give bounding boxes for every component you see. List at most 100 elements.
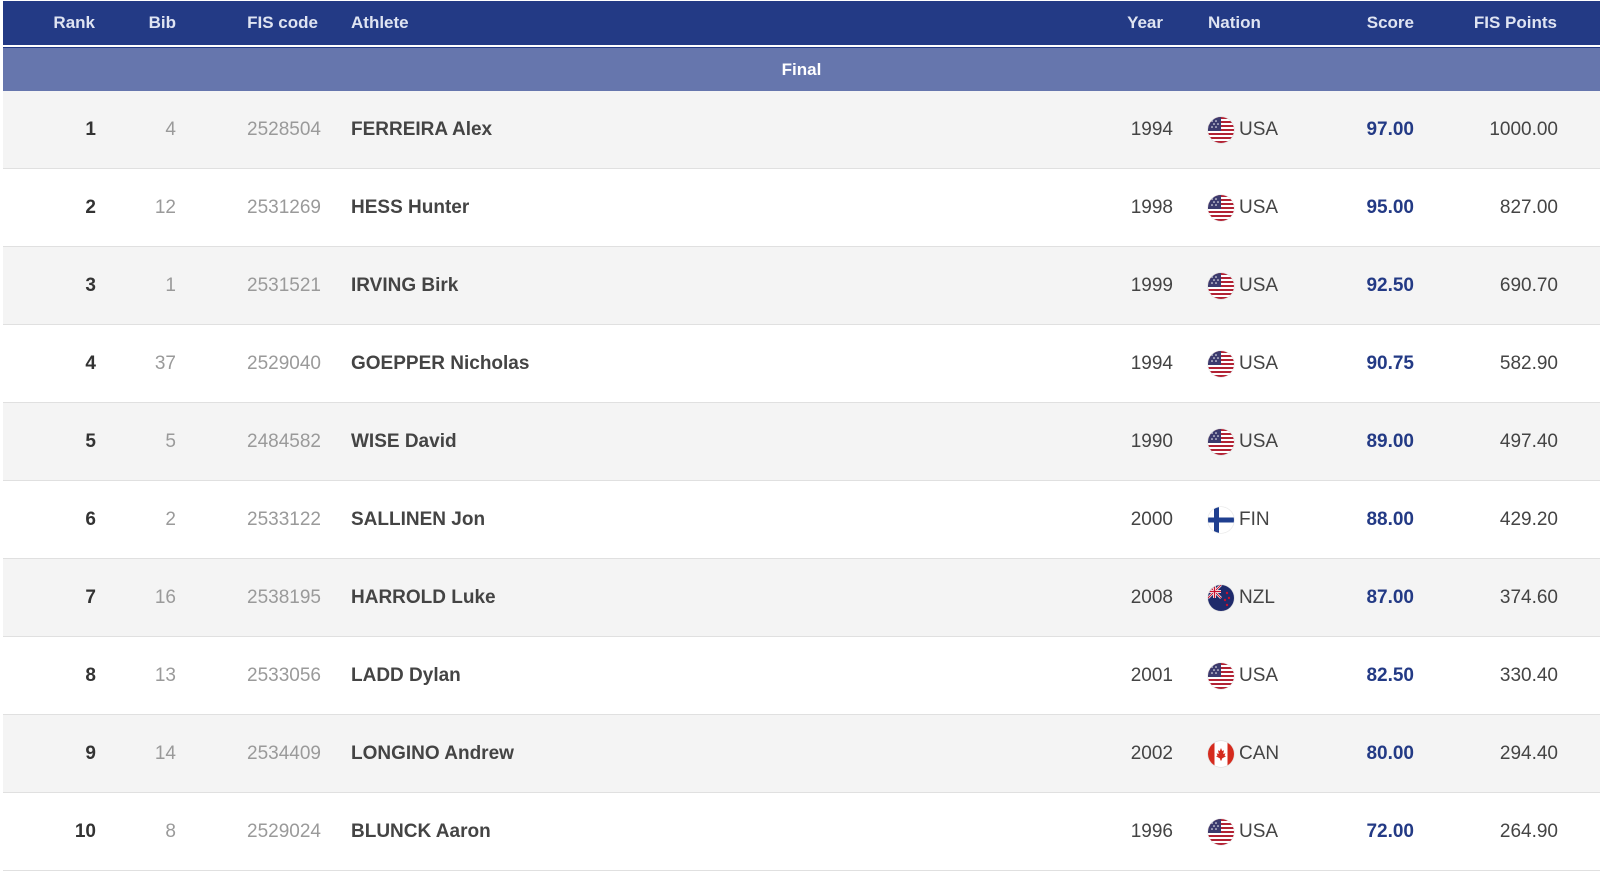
header-divider bbox=[3, 45, 1600, 47]
bib-cell: 5 bbox=[165, 430, 176, 452]
year-cell: 1994 bbox=[1130, 118, 1173, 140]
score-cell: 97.00 bbox=[1366, 118, 1414, 140]
table-row[interactable]: 3 1 2531521 IRVING Birk 1999 USA 92.50 6… bbox=[3, 247, 1600, 325]
fis-code-cell: 2531269 bbox=[247, 196, 321, 218]
fis-code-cell: 2484582 bbox=[247, 430, 321, 452]
rank-cell: 9 bbox=[85, 742, 96, 764]
header-athlete[interactable]: Athlete bbox=[351, 13, 409, 32]
rank-cell: 8 bbox=[85, 664, 96, 686]
score-cell: 82.50 bbox=[1366, 664, 1414, 686]
table-row[interactable]: 2 12 2531269 HESS Hunter 1998 USA 95.00 … bbox=[3, 169, 1600, 247]
section-final: Final bbox=[3, 48, 1600, 91]
usa-flag-icon bbox=[1208, 428, 1234, 455]
nation-code: FIN bbox=[1239, 508, 1270, 530]
athlete-name-link[interactable]: SALLINEN Jon bbox=[351, 508, 486, 530]
nation-cell: NZL bbox=[1208, 559, 1328, 636]
nation-code: USA bbox=[1239, 352, 1279, 374]
athlete-name-link[interactable]: GOEPPER Nicholas bbox=[351, 352, 530, 374]
fis-points-cell: 374.60 bbox=[1499, 586, 1558, 608]
bib-cell: 8 bbox=[165, 820, 176, 842]
nation-cell: USA bbox=[1208, 793, 1328, 870]
nation-cell: USA bbox=[1208, 403, 1328, 480]
fis-points-cell: 294.40 bbox=[1499, 742, 1558, 764]
table-row[interactable]: 8 13 2533056 LADD Dylan 2001 USA 82.50 3… bbox=[3, 637, 1600, 715]
table-row[interactable]: 10 8 2529024 BLUNCK Aaron 1996 USA 72.00… bbox=[3, 793, 1600, 871]
fis-points-cell: 497.40 bbox=[1499, 430, 1558, 452]
year-cell: 2002 bbox=[1130, 742, 1173, 764]
usa-flag-icon bbox=[1208, 194, 1234, 221]
fis-code-cell: 2538195 bbox=[247, 586, 321, 608]
fis-points-cell: 827.00 bbox=[1499, 196, 1558, 218]
score-cell: 72.00 bbox=[1366, 820, 1414, 842]
rank-cell: 1 bbox=[85, 118, 96, 140]
athlete-name-link[interactable]: HARROLD Luke bbox=[351, 586, 496, 608]
nation-code: USA bbox=[1239, 196, 1279, 218]
athlete-name-link[interactable]: BLUNCK Aaron bbox=[351, 820, 491, 842]
nation-code: USA bbox=[1239, 118, 1279, 140]
athlete-name-link[interactable]: LADD Dylan bbox=[351, 664, 461, 686]
bib-cell: 2 bbox=[165, 508, 176, 530]
fis-points-cell: 264.90 bbox=[1499, 820, 1558, 842]
year-cell: 1999 bbox=[1130, 274, 1173, 296]
year-cell: 1998 bbox=[1130, 196, 1173, 218]
nation-cell: USA bbox=[1208, 169, 1328, 246]
usa-flag-icon bbox=[1208, 818, 1234, 845]
year-cell: 1990 bbox=[1130, 430, 1173, 452]
score-cell: 88.00 bbox=[1366, 508, 1414, 530]
fis-points-cell: 690.70 bbox=[1499, 274, 1558, 296]
usa-flag-icon bbox=[1208, 272, 1234, 299]
score-cell: 95.00 bbox=[1366, 196, 1414, 218]
fis-code-cell: 2529024 bbox=[247, 820, 321, 842]
fis-points-cell: 582.90 bbox=[1499, 352, 1558, 374]
usa-flag-icon bbox=[1208, 662, 1234, 689]
athlete-name-link[interactable]: IRVING Birk bbox=[351, 274, 459, 296]
rank-cell: 3 bbox=[85, 274, 96, 296]
new-zealand-flag-icon bbox=[1208, 584, 1234, 611]
rank-cell: 6 bbox=[85, 508, 96, 530]
score-cell: 90.75 bbox=[1366, 352, 1414, 374]
score-cell: 87.00 bbox=[1366, 586, 1414, 608]
nation-cell: USA bbox=[1208, 325, 1328, 402]
results-table: Rank Bib FIS code Athlete Year Nation Sc… bbox=[3, 1, 1600, 871]
table-row[interactable]: 9 14 2534409 LONGINO Andrew 2002 CAN 80.… bbox=[3, 715, 1600, 793]
header-year[interactable]: Year bbox=[1127, 13, 1163, 32]
rank-cell: 4 bbox=[85, 352, 96, 374]
fis-points-cell: 429.20 bbox=[1499, 508, 1558, 530]
athlete-name-link[interactable]: WISE David bbox=[351, 430, 457, 452]
table-header: Rank Bib FIS code Athlete Year Nation Sc… bbox=[3, 1, 1600, 45]
score-cell: 89.00 bbox=[1366, 430, 1414, 452]
nation-cell: USA bbox=[1208, 247, 1328, 324]
header-fis-code[interactable]: FIS code bbox=[247, 13, 318, 32]
table-row[interactable]: 7 16 2538195 HARROLD Luke 2008 NZL 87.00… bbox=[3, 559, 1600, 637]
header-fis-points[interactable]: FIS Points bbox=[1473, 13, 1557, 32]
fis-points-cell: 330.40 bbox=[1499, 664, 1558, 686]
athlete-name-link[interactable]: LONGINO Andrew bbox=[351, 742, 514, 764]
fis-points-cell: 1000.00 bbox=[1489, 118, 1558, 140]
table-row[interactable]: 5 5 2484582 WISE David 1990 USA 89.00 49… bbox=[3, 403, 1600, 481]
header-bib[interactable]: Bib bbox=[148, 13, 176, 32]
nation-cell: USA bbox=[1208, 91, 1328, 168]
header-divider-line bbox=[3, 47, 1600, 48]
table-row[interactable]: 1 4 2528504 FERREIRA Alex 1994 USA 97.00… bbox=[3, 91, 1600, 169]
usa-flag-icon bbox=[1208, 350, 1234, 377]
athlete-name-link[interactable]: HESS Hunter bbox=[351, 196, 470, 218]
rank-cell: 10 bbox=[74, 820, 96, 842]
table-row[interactable]: 6 2 2533122 SALLINEN Jon 2000 FIN 88.00 … bbox=[3, 481, 1600, 559]
bib-cell: 13 bbox=[154, 664, 176, 686]
usa-flag-icon bbox=[1208, 116, 1234, 143]
header-score[interactable]: Score bbox=[1366, 13, 1414, 32]
bib-cell: 37 bbox=[154, 352, 176, 374]
table-row[interactable]: 4 37 2529040 GOEPPER Nicholas 1994 USA 9… bbox=[3, 325, 1600, 403]
canada-flag-icon bbox=[1208, 740, 1234, 767]
year-cell: 2000 bbox=[1130, 508, 1173, 530]
header-rank[interactable]: Rank bbox=[53, 13, 95, 32]
bib-cell: 14 bbox=[154, 742, 176, 764]
rank-cell: 5 bbox=[85, 430, 96, 452]
nation-code: CAN bbox=[1239, 742, 1280, 764]
bib-cell: 1 bbox=[165, 274, 176, 296]
fis-code-cell: 2533056 bbox=[247, 664, 321, 686]
header-nation[interactable]: Nation bbox=[1208, 13, 1261, 32]
fis-code-cell: 2533122 bbox=[247, 508, 321, 530]
fis-code-cell: 2528504 bbox=[247, 118, 321, 140]
athlete-name-link[interactable]: FERREIRA Alex bbox=[351, 118, 493, 140]
